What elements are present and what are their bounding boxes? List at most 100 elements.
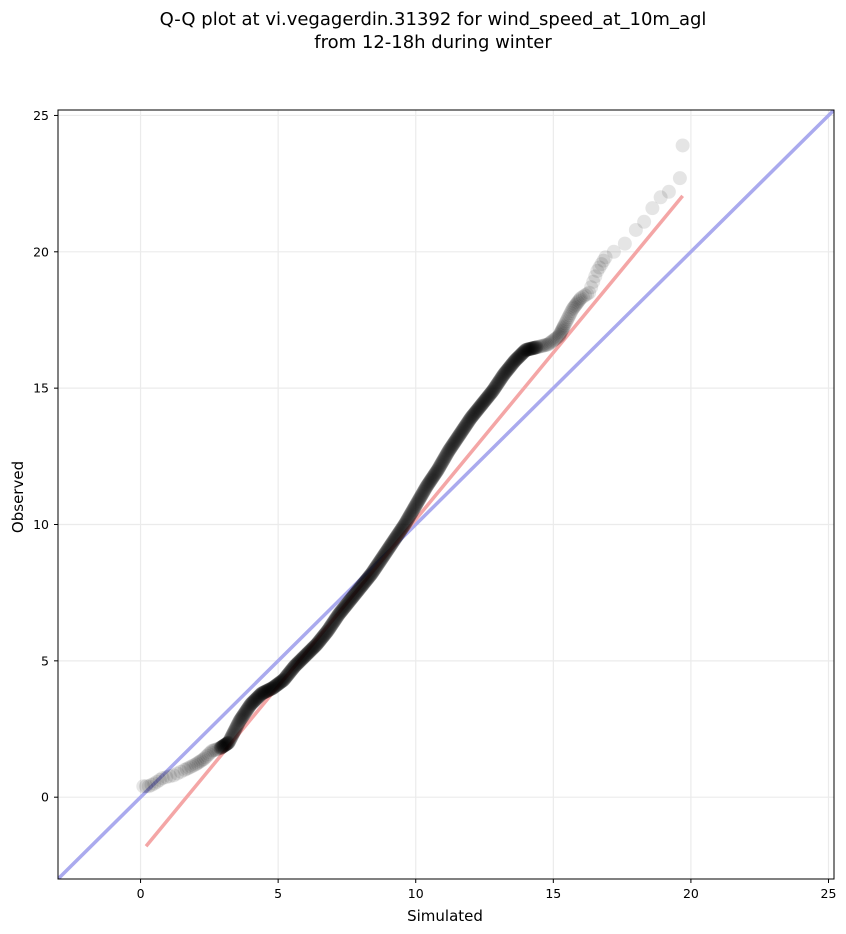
quantile-point <box>323 619 338 634</box>
quantile-point <box>419 479 434 494</box>
quantile-point <box>502 360 517 375</box>
quantile-point <box>465 408 480 423</box>
y-axis-label: Observed <box>9 461 27 533</box>
quantile-point <box>250 690 265 705</box>
quantile-point <box>274 674 289 689</box>
quantile-point <box>378 545 393 560</box>
quantile-point <box>280 668 295 683</box>
quantile-point <box>295 651 310 666</box>
quantile-point <box>312 634 327 649</box>
quantile-point <box>304 642 319 657</box>
quantile-point <box>341 595 356 610</box>
quantile-point <box>349 585 364 600</box>
quantile-point <box>427 467 442 482</box>
quantile-point <box>305 641 320 656</box>
quantile-point <box>236 707 251 722</box>
quantile-point <box>393 523 408 538</box>
quantile-point <box>513 347 528 362</box>
quantile-point <box>391 526 406 541</box>
quantile-point <box>376 549 391 564</box>
quantile-point <box>507 354 522 369</box>
quantile-point <box>637 214 652 229</box>
quantile-point <box>477 394 492 409</box>
quantile-point <box>493 372 508 387</box>
quantile-point <box>253 687 268 702</box>
quantile-point <box>450 430 465 445</box>
quantile-point <box>245 695 260 710</box>
quantile-point <box>461 413 476 428</box>
quantile-point <box>342 593 357 608</box>
quantile-point <box>552 327 567 342</box>
quantile-point <box>498 365 513 380</box>
quantile-point <box>470 403 485 418</box>
quantile-point <box>460 415 475 430</box>
quantile-point <box>345 590 360 605</box>
quantile-point <box>366 564 381 579</box>
quantile-point <box>388 531 403 546</box>
quantile-point <box>349 585 364 600</box>
quantile-point <box>251 689 266 704</box>
quantile-point <box>350 583 365 598</box>
quantile-point <box>437 451 452 466</box>
quantile-point <box>254 686 269 701</box>
quantile-point <box>213 740 228 755</box>
quantile-point <box>628 222 643 237</box>
quantile-point <box>490 377 505 392</box>
quantile-point <box>379 544 394 559</box>
quantile-point <box>505 357 520 372</box>
quantile-point <box>222 733 237 748</box>
quantile-point <box>331 608 346 623</box>
quantile-point <box>436 452 451 467</box>
y-tick-label: 5 <box>41 653 49 668</box>
quantile-point <box>305 642 320 657</box>
quantile-point <box>562 308 577 323</box>
quantile-point <box>424 472 439 487</box>
quantile-point <box>439 447 454 462</box>
quantile-point <box>523 341 538 356</box>
quantile-point <box>505 356 520 371</box>
quantile-point <box>440 445 455 460</box>
quantile-point <box>284 663 299 678</box>
quantile-point <box>415 487 430 502</box>
quantile-point <box>568 297 583 312</box>
quantile-point <box>191 755 206 770</box>
quantile-point <box>423 473 438 488</box>
quantile-point <box>261 683 276 698</box>
quantile-point <box>258 684 273 699</box>
quantile-point <box>584 280 599 295</box>
quantile-point <box>300 646 315 661</box>
quantile-point <box>253 687 268 702</box>
quantile-point <box>220 736 235 751</box>
quantile-point <box>302 644 317 659</box>
x-tick-label: 5 <box>274 886 282 901</box>
quantile-point <box>526 341 541 356</box>
quantile-point <box>393 524 408 539</box>
quantile-point <box>315 630 330 645</box>
quantile-point <box>333 605 348 620</box>
quantile-point <box>315 630 330 645</box>
quantile-point <box>269 678 284 693</box>
quantile-point <box>300 646 315 661</box>
quantile-point <box>434 455 449 470</box>
quantile-point <box>517 344 532 359</box>
chart-title-line1: Q-Q plot at vi.vegagerdin.31392 for wind… <box>160 9 707 30</box>
quantile-point <box>220 736 235 751</box>
quantile-point <box>474 397 489 412</box>
quantile-point <box>317 627 332 642</box>
quantile-point <box>267 679 282 694</box>
quantile-point <box>415 486 430 501</box>
quantile-point <box>231 715 246 730</box>
quantile-point <box>472 400 487 415</box>
quantile-point <box>239 703 254 718</box>
quantile-point <box>214 740 229 755</box>
quantile-point <box>359 573 374 588</box>
quantile-point <box>166 768 181 783</box>
quantile-point <box>340 596 355 611</box>
quantile-point <box>220 736 235 751</box>
quantile-point <box>448 434 463 449</box>
quantile-point <box>477 393 492 408</box>
quantile-point <box>514 347 529 362</box>
quantile-point <box>497 366 512 381</box>
quantile-point <box>413 490 428 505</box>
quantile-point <box>484 385 499 400</box>
